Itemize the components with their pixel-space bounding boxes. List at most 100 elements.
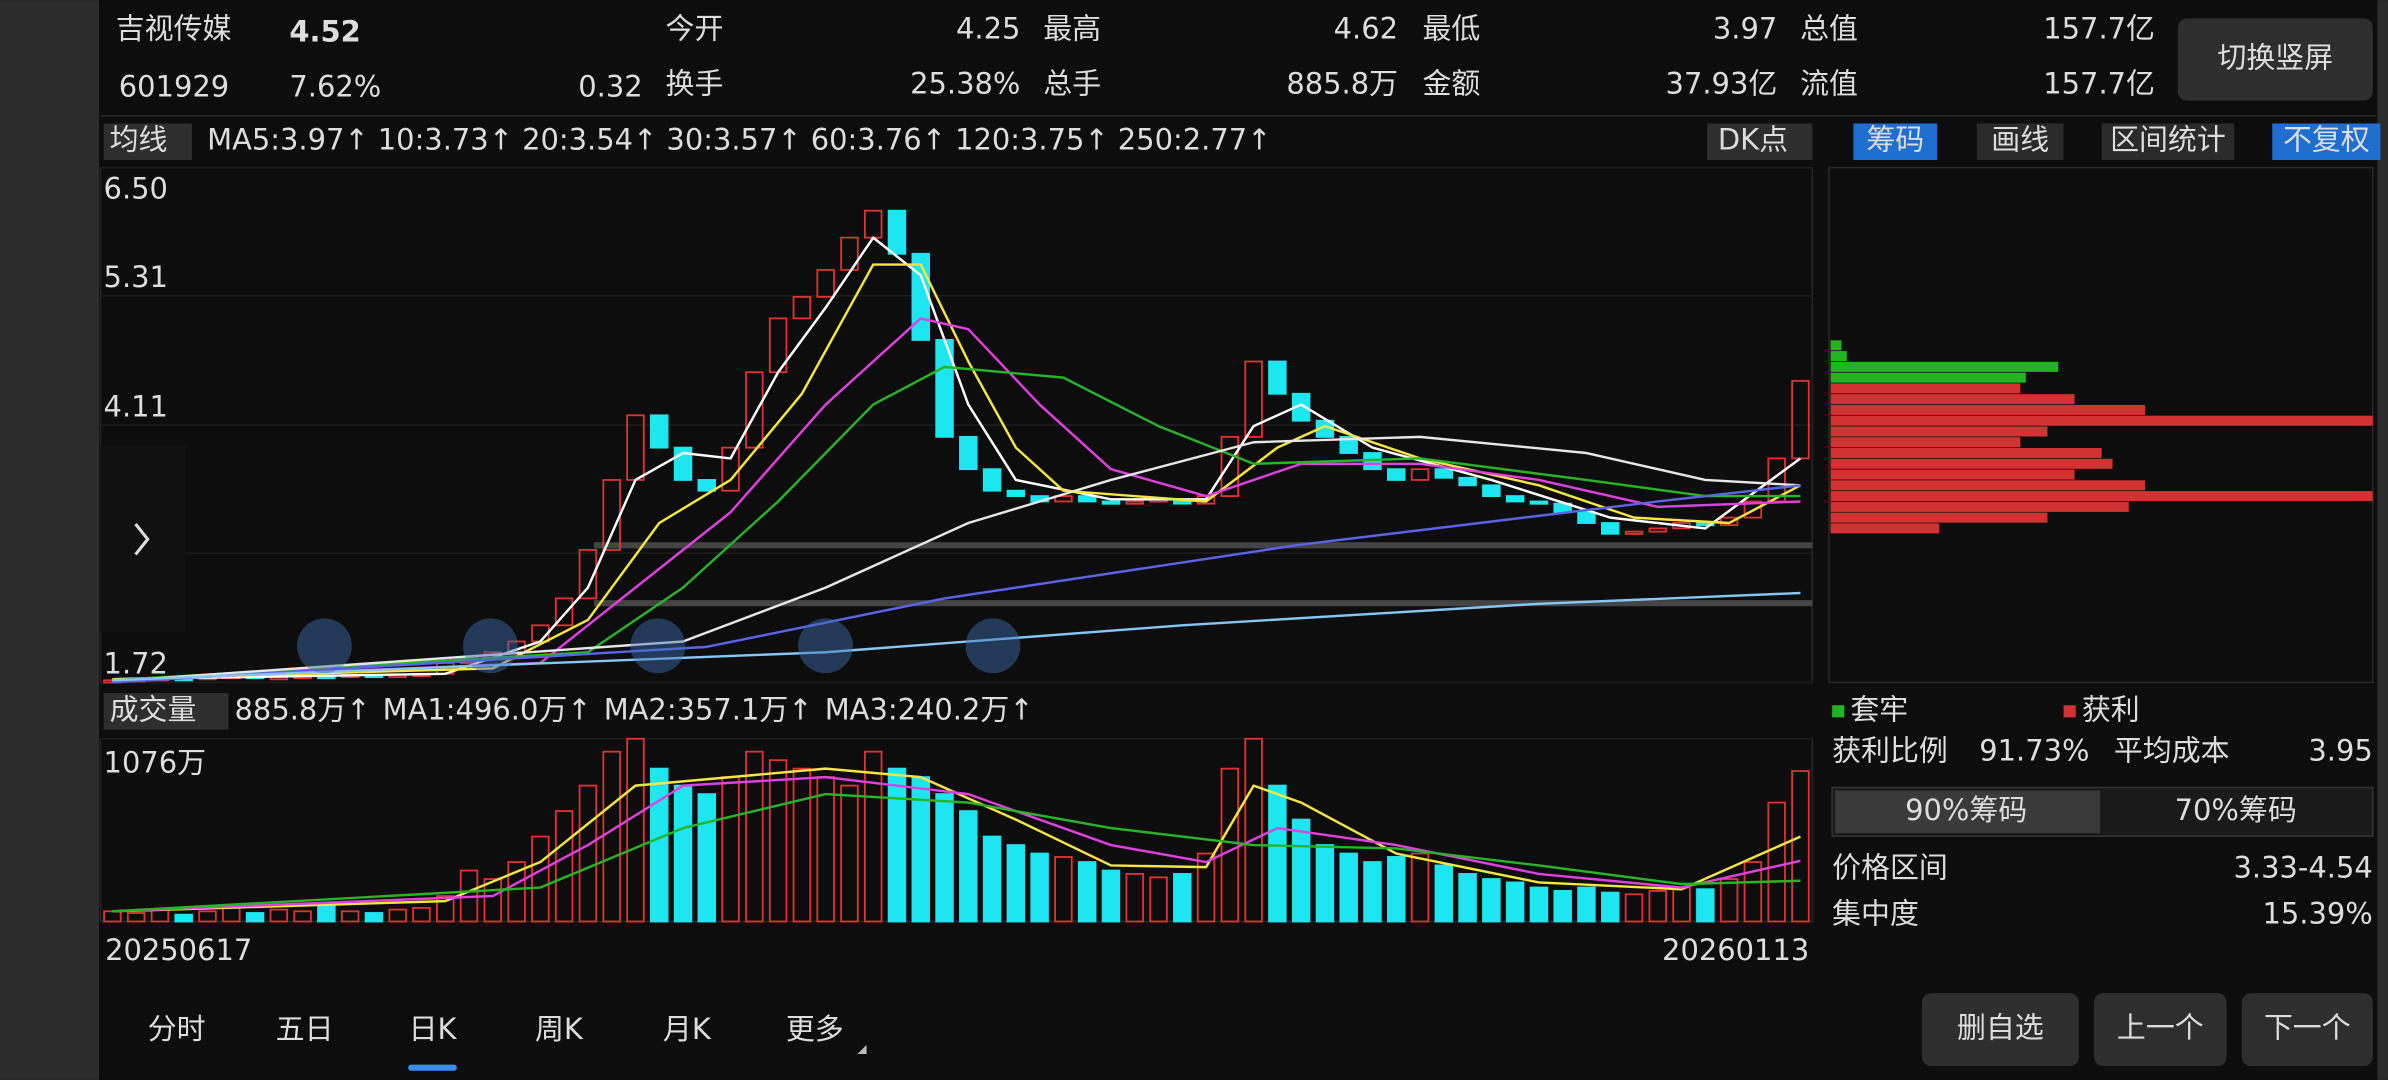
vol-ma-line [112, 792, 1801, 913]
button-bg[interactable] [2177, 18, 2373, 101]
period-tab[interactable]: 月K [663, 1012, 712, 1046]
chip-tab[interactable]: 70%筹码 [2175, 793, 2297, 827]
candle [1505, 495, 1525, 503]
volume-bar [340, 910, 360, 923]
stat-label: 流值 [1800, 66, 1858, 100]
zoom-control[interactable] [798, 618, 853, 674]
period-tab[interactable]: 日K [409, 1012, 458, 1046]
candle [697, 479, 717, 492]
volume-bar [174, 913, 193, 923]
side-toggle[interactable] [100, 444, 186, 633]
candle [1125, 500, 1144, 505]
tool-button[interactable]: 不复权 [2283, 123, 2370, 157]
chip-tab[interactable]: 90%筹码 [1905, 793, 2027, 827]
action-bg[interactable] [2094, 993, 2227, 1067]
volume-bar [863, 750, 883, 923]
zoom-control[interactable] [462, 618, 518, 674]
chip-bar [1830, 415, 2373, 426]
chip-stat-label: 平均成本 [2114, 733, 2230, 767]
period-tab[interactable]: 周K [535, 1012, 584, 1046]
volume-bar [1434, 864, 1454, 923]
volume-bar [1315, 844, 1335, 923]
chip-bar [1830, 351, 1847, 362]
candle [554, 597, 574, 627]
action-button[interactable]: 上一个 [2117, 1011, 2204, 1045]
stat-label: 今开 [666, 12, 724, 46]
chip-bar [1830, 394, 2075, 405]
y-tick-label: 1.72 [104, 647, 168, 681]
volume-bar [1244, 737, 1263, 923]
dk-button[interactable]: DK点 [1718, 123, 1788, 157]
stock-price: 4.52 [289, 15, 360, 49]
chip-bar [1830, 512, 2048, 523]
vol-select-bg[interactable] [103, 693, 229, 730]
candle [1054, 495, 1073, 503]
volume-bar [1220, 767, 1240, 923]
tab-underline [408, 1064, 457, 1071]
tool-bg[interactable] [2272, 123, 2381, 161]
legend-label: 获利 [2082, 692, 2140, 726]
volume-bar [1600, 891, 1620, 923]
candle [1648, 527, 1668, 533]
stat-value: 4.25 [956, 12, 1020, 46]
volume-bar [1458, 873, 1477, 923]
volume-bar [198, 910, 217, 923]
zoom-control[interactable] [296, 618, 352, 674]
stat-value: 157.7亿 [2043, 12, 2155, 46]
tool-button[interactable]: 区间统计 [2110, 123, 2226, 157]
stat-label: 最高 [1043, 12, 1101, 46]
orientation-button[interactable]: 切换竖屏 [2217, 41, 2333, 75]
volume-bar [317, 905, 336, 923]
candle [649, 414, 669, 449]
candle [959, 435, 978, 471]
volume-bar [745, 750, 764, 923]
tool-bg[interactable] [1976, 123, 2064, 161]
action-bg[interactable] [2241, 993, 2373, 1067]
volume-bar [649, 767, 669, 923]
tool-bg[interactable] [2101, 123, 2235, 161]
ma-label: 60:3.76↑ [811, 123, 946, 157]
period-tab[interactable]: 更多 [786, 1012, 844, 1046]
vol-label: MA2:357.1万↑ [604, 692, 813, 726]
stat-label: 金额 [1422, 66, 1480, 100]
ma-select[interactable]: 均线 [110, 123, 168, 157]
tool-button[interactable]: 画线 [1991, 123, 2049, 157]
ma-label: 20:3.54↑ [522, 123, 657, 157]
vol-select[interactable]: 成交量 [110, 692, 197, 726]
volume-bar [388, 908, 407, 923]
volume-bar [554, 810, 574, 923]
volume-bar [531, 835, 550, 923]
tool-button[interactable]: 筹码 [1866, 123, 1924, 157]
candle [1624, 530, 1644, 535]
right-edge [2377, 0, 2388, 1080]
stat-label: 换手 [666, 66, 724, 100]
volume-bar [1767, 801, 1786, 923]
chip-bar [1830, 340, 1842, 351]
volume-bar [412, 906, 431, 923]
volume-bar [1577, 886, 1596, 923]
stock-code: 601929 [119, 69, 229, 103]
chip-bar [1830, 469, 2075, 480]
stat-value: 885.8万 [1286, 66, 1398, 100]
period-tab[interactable]: 五日 [276, 1012, 334, 1046]
chip-bar [1830, 361, 2059, 372]
side-arrow [134, 523, 150, 556]
zoom-control[interactable] [965, 618, 1021, 674]
candle [887, 209, 907, 255]
action-bg[interactable] [1921, 993, 2079, 1067]
volume-bar [1339, 852, 1358, 923]
zoom-control[interactable] [630, 618, 686, 674]
period-tab[interactable]: 分时 [148, 1012, 206, 1046]
dk-bg[interactable] [1707, 123, 1813, 161]
tool-bg[interactable] [1853, 123, 1938, 161]
ma-select-bg[interactable] [103, 123, 192, 161]
tab-selected[interactable] [1835, 790, 2101, 834]
volume-bar [245, 912, 265, 923]
candle [1220, 435, 1240, 498]
ma-label: 120:3.75↑ [955, 123, 1109, 157]
stat-label: 最低 [1422, 12, 1480, 46]
action-button[interactable]: 删自选 [1957, 1011, 2044, 1045]
action-button[interactable]: 下一个 [2264, 1011, 2351, 1045]
volume-bar [1196, 852, 1216, 923]
chip-bar [1830, 523, 1940, 534]
